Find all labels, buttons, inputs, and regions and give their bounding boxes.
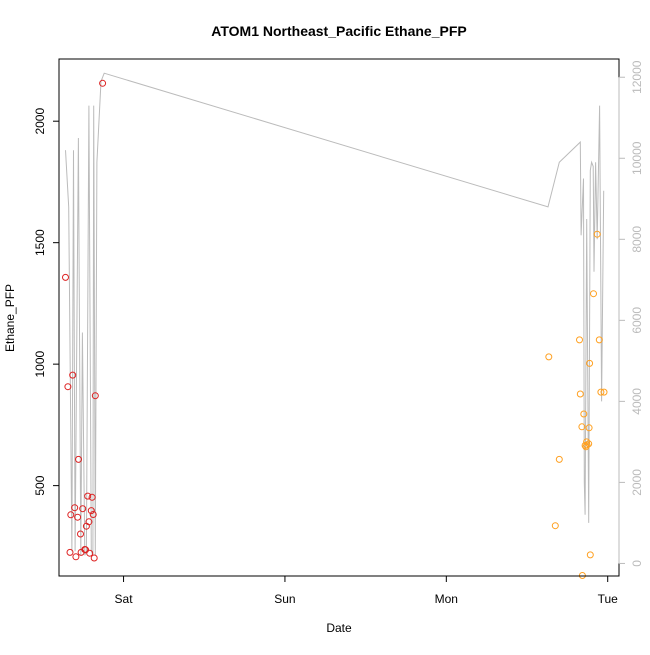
x-axis-label: Date (326, 621, 352, 635)
data-point (86, 549, 94, 557)
data-point (85, 518, 93, 526)
data-point (75, 455, 82, 463)
data-point (586, 359, 594, 367)
data-point (590, 290, 597, 298)
x-axis: Sat Sun Mon Tue (115, 575, 619, 606)
data-point (69, 371, 77, 379)
y2-tick-label: 8000 (630, 226, 644, 253)
y2-tick-label: 0 (630, 560, 644, 567)
y2-tick-label: 2000 (630, 469, 644, 496)
x-tick-label: Tue (598, 592, 619, 606)
data-point (583, 438, 591, 446)
data-point (88, 493, 96, 501)
secondary-series-line (65, 72, 605, 556)
data-point (580, 410, 588, 418)
y-tick-label: 2000 (33, 108, 47, 135)
data-point (79, 505, 87, 513)
data-point (84, 492, 92, 500)
data-point (66, 548, 74, 556)
secondary-y-axis: 0 2000 4000 6000 8000 10000 12000 (618, 60, 644, 567)
y2-tick-label: 10000 (630, 141, 644, 175)
data-point (87, 507, 95, 515)
chart-title: ATOM1 Northeast_Pacific Ethane_PFP (211, 23, 466, 39)
data-point (99, 79, 107, 87)
data-point (71, 504, 79, 512)
data-point (586, 551, 594, 559)
data-point (555, 455, 563, 463)
y-axis: 500 1000 1500 2000 (33, 108, 60, 496)
x-tick-label: Sat (115, 592, 134, 606)
data-point (597, 388, 605, 396)
secondary-line-layer (65, 72, 605, 556)
plot-frame (58, 58, 620, 577)
data-point (576, 336, 583, 344)
data-point (89, 511, 97, 518)
data-point (576, 390, 584, 398)
data-point (551, 522, 559, 530)
points-layer (62, 79, 608, 579)
y-axis-label: Ethane_PFP (3, 284, 17, 352)
data-point (72, 553, 80, 561)
y-tick-label: 1000 (33, 350, 47, 377)
data-point (90, 554, 98, 562)
y-tick-label: 500 (33, 475, 47, 495)
y-tick-label: 1500 (33, 229, 47, 256)
y2-tick-label: 4000 (630, 388, 644, 415)
data-point (545, 353, 553, 361)
y2-tick-label: 12000 (630, 60, 644, 94)
data-point (593, 230, 601, 238)
data-point (578, 423, 586, 431)
data-point (600, 388, 608, 396)
data-point (595, 336, 603, 344)
data-point (585, 424, 593, 432)
y2-tick-label: 6000 (630, 307, 644, 334)
data-point (82, 546, 90, 554)
data-point (585, 440, 593, 448)
data-point (67, 511, 75, 519)
data-point (583, 441, 591, 449)
data-point (91, 392, 99, 400)
data-point (74, 513, 82, 521)
data-point (64, 383, 72, 391)
data-point (77, 530, 84, 538)
x-tick-label: Sun (274, 592, 295, 606)
data-point (62, 273, 69, 281)
x-tick-label: Mon (435, 592, 458, 606)
